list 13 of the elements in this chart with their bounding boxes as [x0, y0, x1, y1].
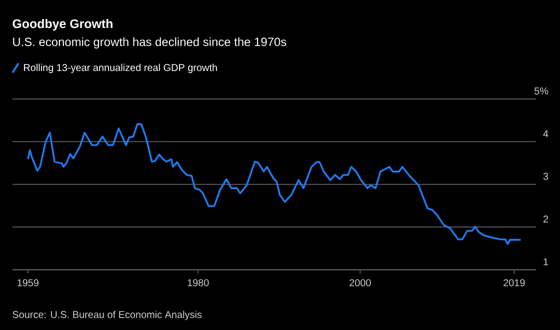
x-tick-label: 2000: [350, 279, 371, 286]
y-tick-label: 5%: [534, 87, 548, 94]
y-tick-label: 4: [543, 130, 548, 138]
legend-label: Rolling 13-year annualized real GDP growth: [24, 64, 217, 74]
y-tick-label: 3: [543, 172, 548, 180]
x-tick-label: 1959: [18, 279, 39, 286]
chart-subtitle: U.S. economic growth has declined since the 1970s: [13, 37, 286, 48]
x-tick-label: 1980: [188, 279, 209, 286]
y-tick-label: 2: [543, 216, 548, 223]
y-tick-label: 1: [544, 258, 548, 266]
source-note: Source: U.S. Bureau of Economic Analysis: [12, 310, 202, 320]
chart-title: Goodbye Growth: [12, 18, 112, 31]
x-tick-label: 2019: [504, 279, 525, 286]
